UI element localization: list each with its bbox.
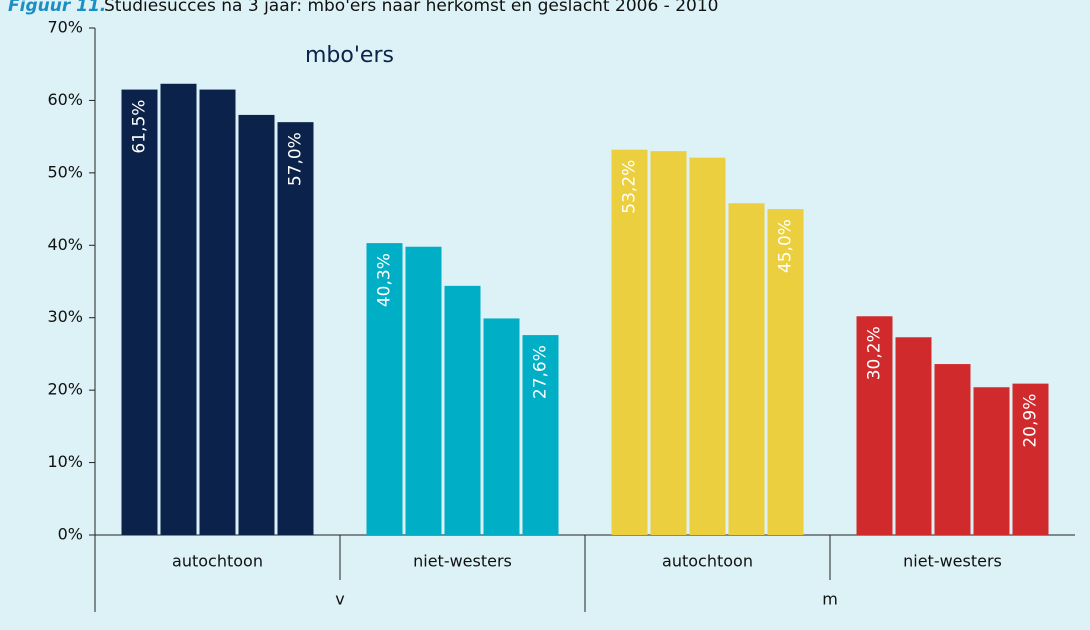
bar bbox=[199, 89, 236, 536]
bar bbox=[277, 122, 314, 536]
bar bbox=[934, 364, 971, 535]
y-tick-label: 0% bbox=[58, 525, 83, 544]
x-group-label: v bbox=[335, 590, 344, 609]
bar bbox=[856, 316, 893, 535]
value-label: 30,2% bbox=[865, 326, 885, 380]
x-tick-label: autochtoon bbox=[172, 552, 263, 571]
bar bbox=[973, 387, 1010, 535]
bar bbox=[728, 203, 765, 535]
chart-title: Studiesucces na 3 jaar: mbo'ers naar her… bbox=[104, 0, 718, 16]
bar bbox=[121, 89, 158, 536]
value-label: 27,6% bbox=[531, 345, 551, 399]
y-tick-label: 20% bbox=[47, 380, 83, 399]
value-label: 20,9% bbox=[1021, 394, 1041, 448]
value-label: 57,0% bbox=[286, 132, 306, 186]
bar bbox=[611, 149, 648, 535]
bar bbox=[160, 83, 197, 536]
x-tick-label: autochtoon bbox=[662, 552, 753, 571]
y-tick-label: 10% bbox=[47, 452, 83, 471]
y-tick-label: 60% bbox=[47, 90, 83, 109]
value-label: 45,0% bbox=[776, 219, 796, 273]
x-tick-label: niet-westers bbox=[413, 552, 512, 571]
bar bbox=[238, 114, 275, 536]
bar bbox=[895, 337, 932, 535]
bar bbox=[689, 157, 726, 535]
bar bbox=[366, 243, 403, 535]
chart-subtitle: mbo'ers bbox=[305, 43, 394, 68]
y-tick-label: 50% bbox=[47, 162, 83, 181]
value-label: 40,3% bbox=[375, 253, 395, 307]
bar bbox=[522, 335, 559, 535]
bar bbox=[444, 285, 481, 535]
x-group-label: m bbox=[822, 590, 838, 609]
y-tick-label: 70% bbox=[47, 18, 83, 37]
figure-label: Figuur 11. bbox=[8, 0, 106, 16]
bar bbox=[483, 318, 520, 535]
bar bbox=[767, 209, 804, 536]
y-tick-label: 40% bbox=[47, 235, 83, 254]
value-label: 61,5% bbox=[130, 100, 150, 154]
bar bbox=[1012, 383, 1049, 535]
bar bbox=[650, 151, 687, 535]
bar bbox=[405, 246, 442, 535]
x-tick-label: niet-westers bbox=[903, 552, 1002, 571]
y-tick-label: 30% bbox=[47, 307, 83, 326]
value-label: 53,2% bbox=[620, 160, 640, 214]
